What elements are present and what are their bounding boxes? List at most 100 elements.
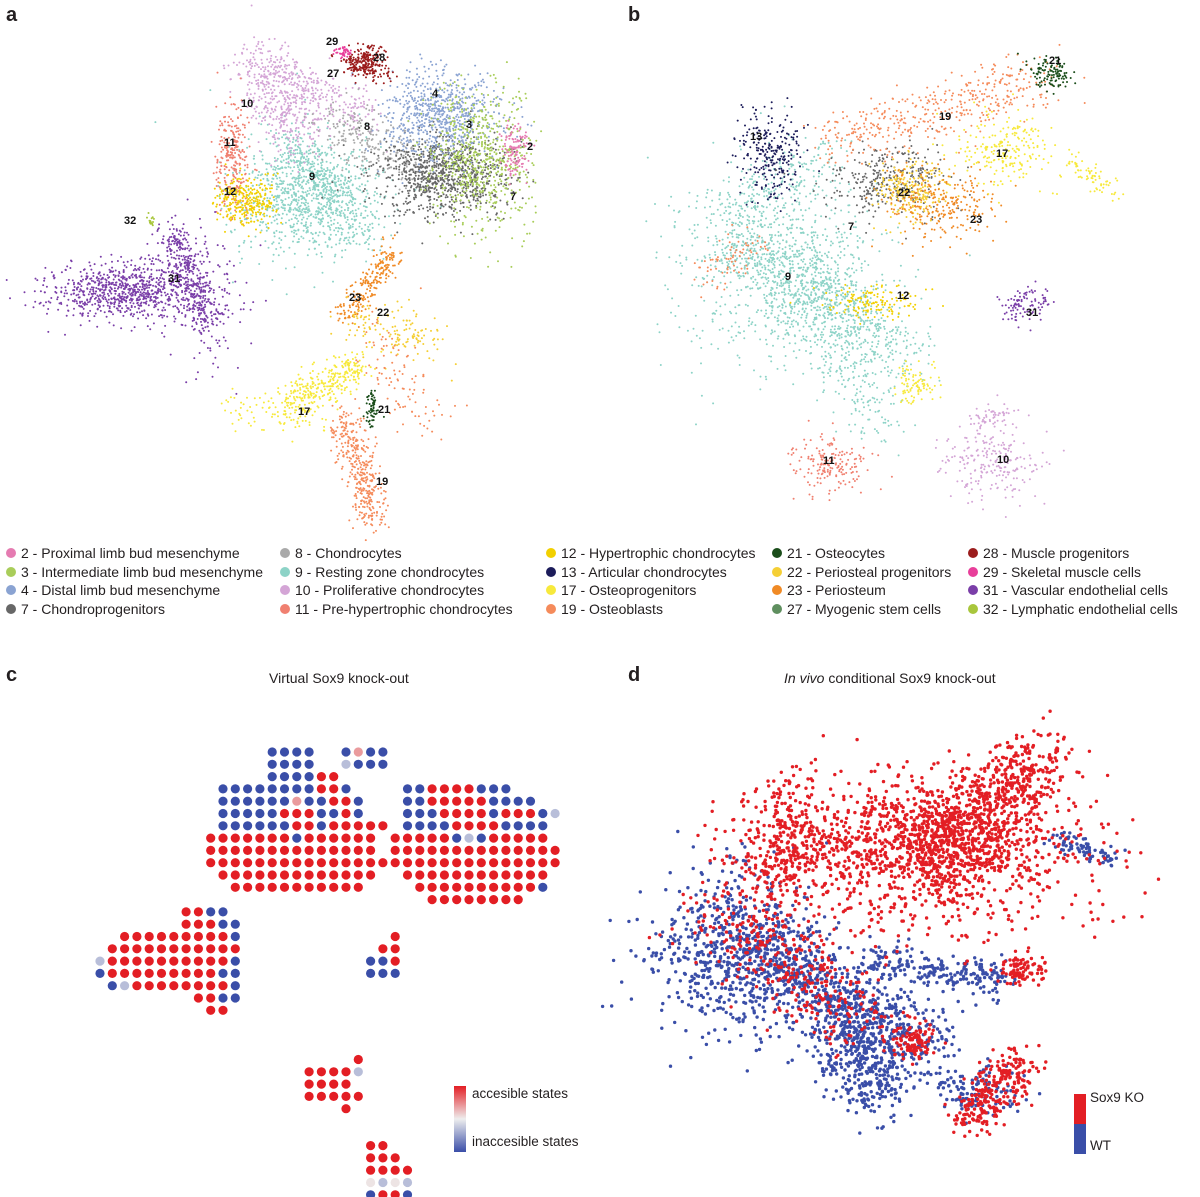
- panel-a-cluster-12-points: [211, 163, 283, 238]
- legend-label-31: 31 - Vascular endothelial cells: [983, 582, 1168, 599]
- sox9-ko-label: Sox9 KO: [1090, 1090, 1145, 1105]
- legend-item-3: 3 - Intermediate limb bud mesenchyme: [6, 563, 263, 582]
- panel-a-cluster-label-7: 7: [510, 191, 516, 203]
- legend-item-10: 10 - Proliferative chondrocytes: [280, 581, 513, 600]
- legend-item-13: 13 - Articular chondrocytes: [546, 563, 756, 582]
- panel-a-cluster-31-points: [5, 242, 246, 338]
- legend-item-7: 7 - Chondroprogenitors: [6, 600, 263, 619]
- panel-a-cluster-label-9: 9: [309, 171, 315, 183]
- panel-a-cluster-17-points: [265, 350, 387, 426]
- panel-b-cluster-13-points: [726, 97, 821, 213]
- panel-a-cluster-label-31: 31: [168, 273, 180, 285]
- panel-b-cluster-11-points: [787, 419, 893, 502]
- panel-c-letter: c: [6, 664, 18, 686]
- panel-b-cluster-label-9: 9: [785, 271, 791, 283]
- legend-item-29: 29 - Skeletal muscle cells: [968, 563, 1178, 582]
- legend-item-4: 4 - Distal limb bud mesenchyme: [6, 581, 263, 600]
- legend-swatch-2: [6, 548, 16, 559]
- legend-item-23: 23 - Periosteum: [772, 581, 951, 600]
- panel-a-cluster-19-points: [355, 287, 468, 441]
- panel-d-cluster-ko-lower-mid-points: [880, 1014, 948, 1066]
- panel-d-cluster-ko-left-points: [708, 757, 840, 933]
- panel-a-cluster-label-2: 2: [527, 141, 533, 153]
- panel-a-cluster-2-points: [498, 119, 536, 186]
- legend-item-19: 19 - Osteoblasts: [546, 600, 756, 619]
- panel-b-cluster-label-13: 13: [750, 131, 762, 143]
- panel-a-cluster-label-28: 28: [373, 52, 385, 64]
- legend-swatch-11: [280, 603, 290, 614]
- panel-b-umap: 21 13 19 17 22 7 23 9 12 31 11 10: [645, 43, 1125, 518]
- legend-swatch-17: [546, 585, 556, 596]
- legend-label-8: 8 - Chondrocytes: [295, 545, 402, 562]
- legend-swatch-12: [546, 548, 556, 559]
- panel-a-cluster-17-points: [220, 384, 327, 443]
- legend-label-9: 9 - Resting zone chondrocytes: [295, 563, 485, 580]
- legend-label-28: 28 - Muscle progenitors: [983, 545, 1130, 562]
- panel-b-cluster-17-points: [893, 360, 942, 405]
- legend-column-2: 8 - Chondrocytes 9 - Resting zone chondro…: [280, 544, 513, 618]
- wt-swatch: [1074, 1124, 1086, 1154]
- legend-item-28: 28 - Muscle progenitors: [968, 544, 1178, 563]
- legend-column-1: 2 - Proximal limb bud mesenchyme 3 - Inte…: [6, 544, 263, 618]
- legend-swatch-10: [280, 585, 290, 596]
- legend-label-19: 19 - Osteoblasts: [561, 600, 663, 617]
- panel-d-title-italic: In vivo: [784, 670, 825, 686]
- legend-swatch-29: [968, 566, 978, 577]
- legend-label-29: 29 - Skeletal muscle cells: [983, 563, 1141, 580]
- legend-label-23: 23 - Periosteum: [787, 582, 886, 599]
- panel-a-cluster-3-points: [407, 61, 543, 268]
- legend-item-31: 31 - Vascular endothelial cells: [968, 581, 1178, 600]
- legend-label-12: 12 - Hypertrophic chondrocytes: [561, 545, 756, 562]
- panel-a-cluster-label-12: 12: [224, 186, 236, 198]
- panel-c-virtual-knockout-grid: [95, 747, 560, 1197]
- virtual-knockout-dots: [95, 747, 560, 1197]
- panel-b-cluster-31-points: [996, 280, 1055, 332]
- panel-b-cluster-label-22: 22: [898, 187, 910, 199]
- legend-swatch-32: [968, 603, 978, 614]
- legend-column-5: 28 - Muscle progenitors 29 - Skeletal mus…: [968, 544, 1178, 618]
- legend-label-2: 2 - Proximal limb bud mesenchyme: [21, 545, 240, 562]
- panel-a-cluster-21-points: [362, 389, 385, 429]
- panel-b-cluster-label-12: 12: [897, 290, 909, 302]
- panel-d-cluster-ko-arm-right-points: [989, 946, 1048, 987]
- panel-d-title-rest: conditional Sox9 knock-out: [824, 670, 996, 686]
- inaccessible-states-label: inaccesible states: [472, 1134, 579, 1149]
- legend-label-32: 32 - Lymphatic endothelial cells: [983, 600, 1178, 617]
- panel-b-cluster-9-points: [696, 209, 936, 379]
- cluster-legend: 2 - Proximal limb bud mesenchyme 3 - Inte…: [6, 544, 1196, 622]
- panel-a-cluster-label-19: 19: [376, 476, 388, 488]
- panel-d-letter: d: [628, 664, 641, 686]
- panel-a-cluster-19-points: [329, 398, 390, 542]
- legend-label-27: 27 - Myogenic stem cells: [787, 600, 942, 617]
- legend-swatch-13: [546, 566, 556, 577]
- legend-swatch-7: [6, 603, 16, 614]
- legend-item-22: 22 - Periosteal progenitors: [772, 563, 951, 582]
- panel-a-cluster-label-21: 21: [378, 404, 390, 416]
- legend-item-2: 2 - Proximal limb bud mesenchyme: [6, 544, 263, 563]
- panel-d-cluster-wt-tip-points: [1042, 830, 1127, 868]
- panel-a-cluster-label-29: 29: [326, 36, 338, 48]
- legend-column-4: 21 - Osteocytes 22 - Periosteal progenito…: [772, 544, 951, 618]
- panel-a-cluster-label-3: 3: [466, 119, 472, 131]
- legend-swatch-21: [772, 548, 782, 559]
- panel-b-cluster-label-19: 19: [939, 111, 951, 123]
- panel-b-cluster-label-21: 21: [1049, 55, 1061, 67]
- panel-a-cluster-10-points: [222, 4, 332, 173]
- panel-b-cluster-22-points: [868, 149, 960, 234]
- legend-label-10: 10 - Proliferative chondrocytes: [295, 582, 485, 599]
- panel-a-cluster-28-points: [330, 54, 398, 85]
- panel-a-cluster-label-10: 10: [241, 98, 253, 110]
- panel-a-cluster-23-points: [329, 234, 403, 328]
- legend-item-32: 32 - Lymphatic endothelial cells: [968, 600, 1178, 619]
- legend-item-17: 17 - Osteoprogenitors: [546, 581, 756, 600]
- panel-a-cluster-31-points: [140, 198, 267, 395]
- panel-a-cluster-22-points: [329, 296, 457, 382]
- panel-b-cluster-9-points: [645, 105, 971, 433]
- legend-swatch-3: [6, 566, 16, 577]
- panel-b-cluster-12-points: [789, 283, 944, 325]
- legend-swatch-23: [772, 585, 782, 596]
- panel-a-cluster-label-23: 23: [349, 292, 361, 304]
- legend-item-11: 11 - Pre-hypertrophic chondrocytes: [280, 600, 513, 619]
- legend-swatch-22: [772, 566, 782, 577]
- panel-b-cluster-label-7: 7: [848, 221, 854, 233]
